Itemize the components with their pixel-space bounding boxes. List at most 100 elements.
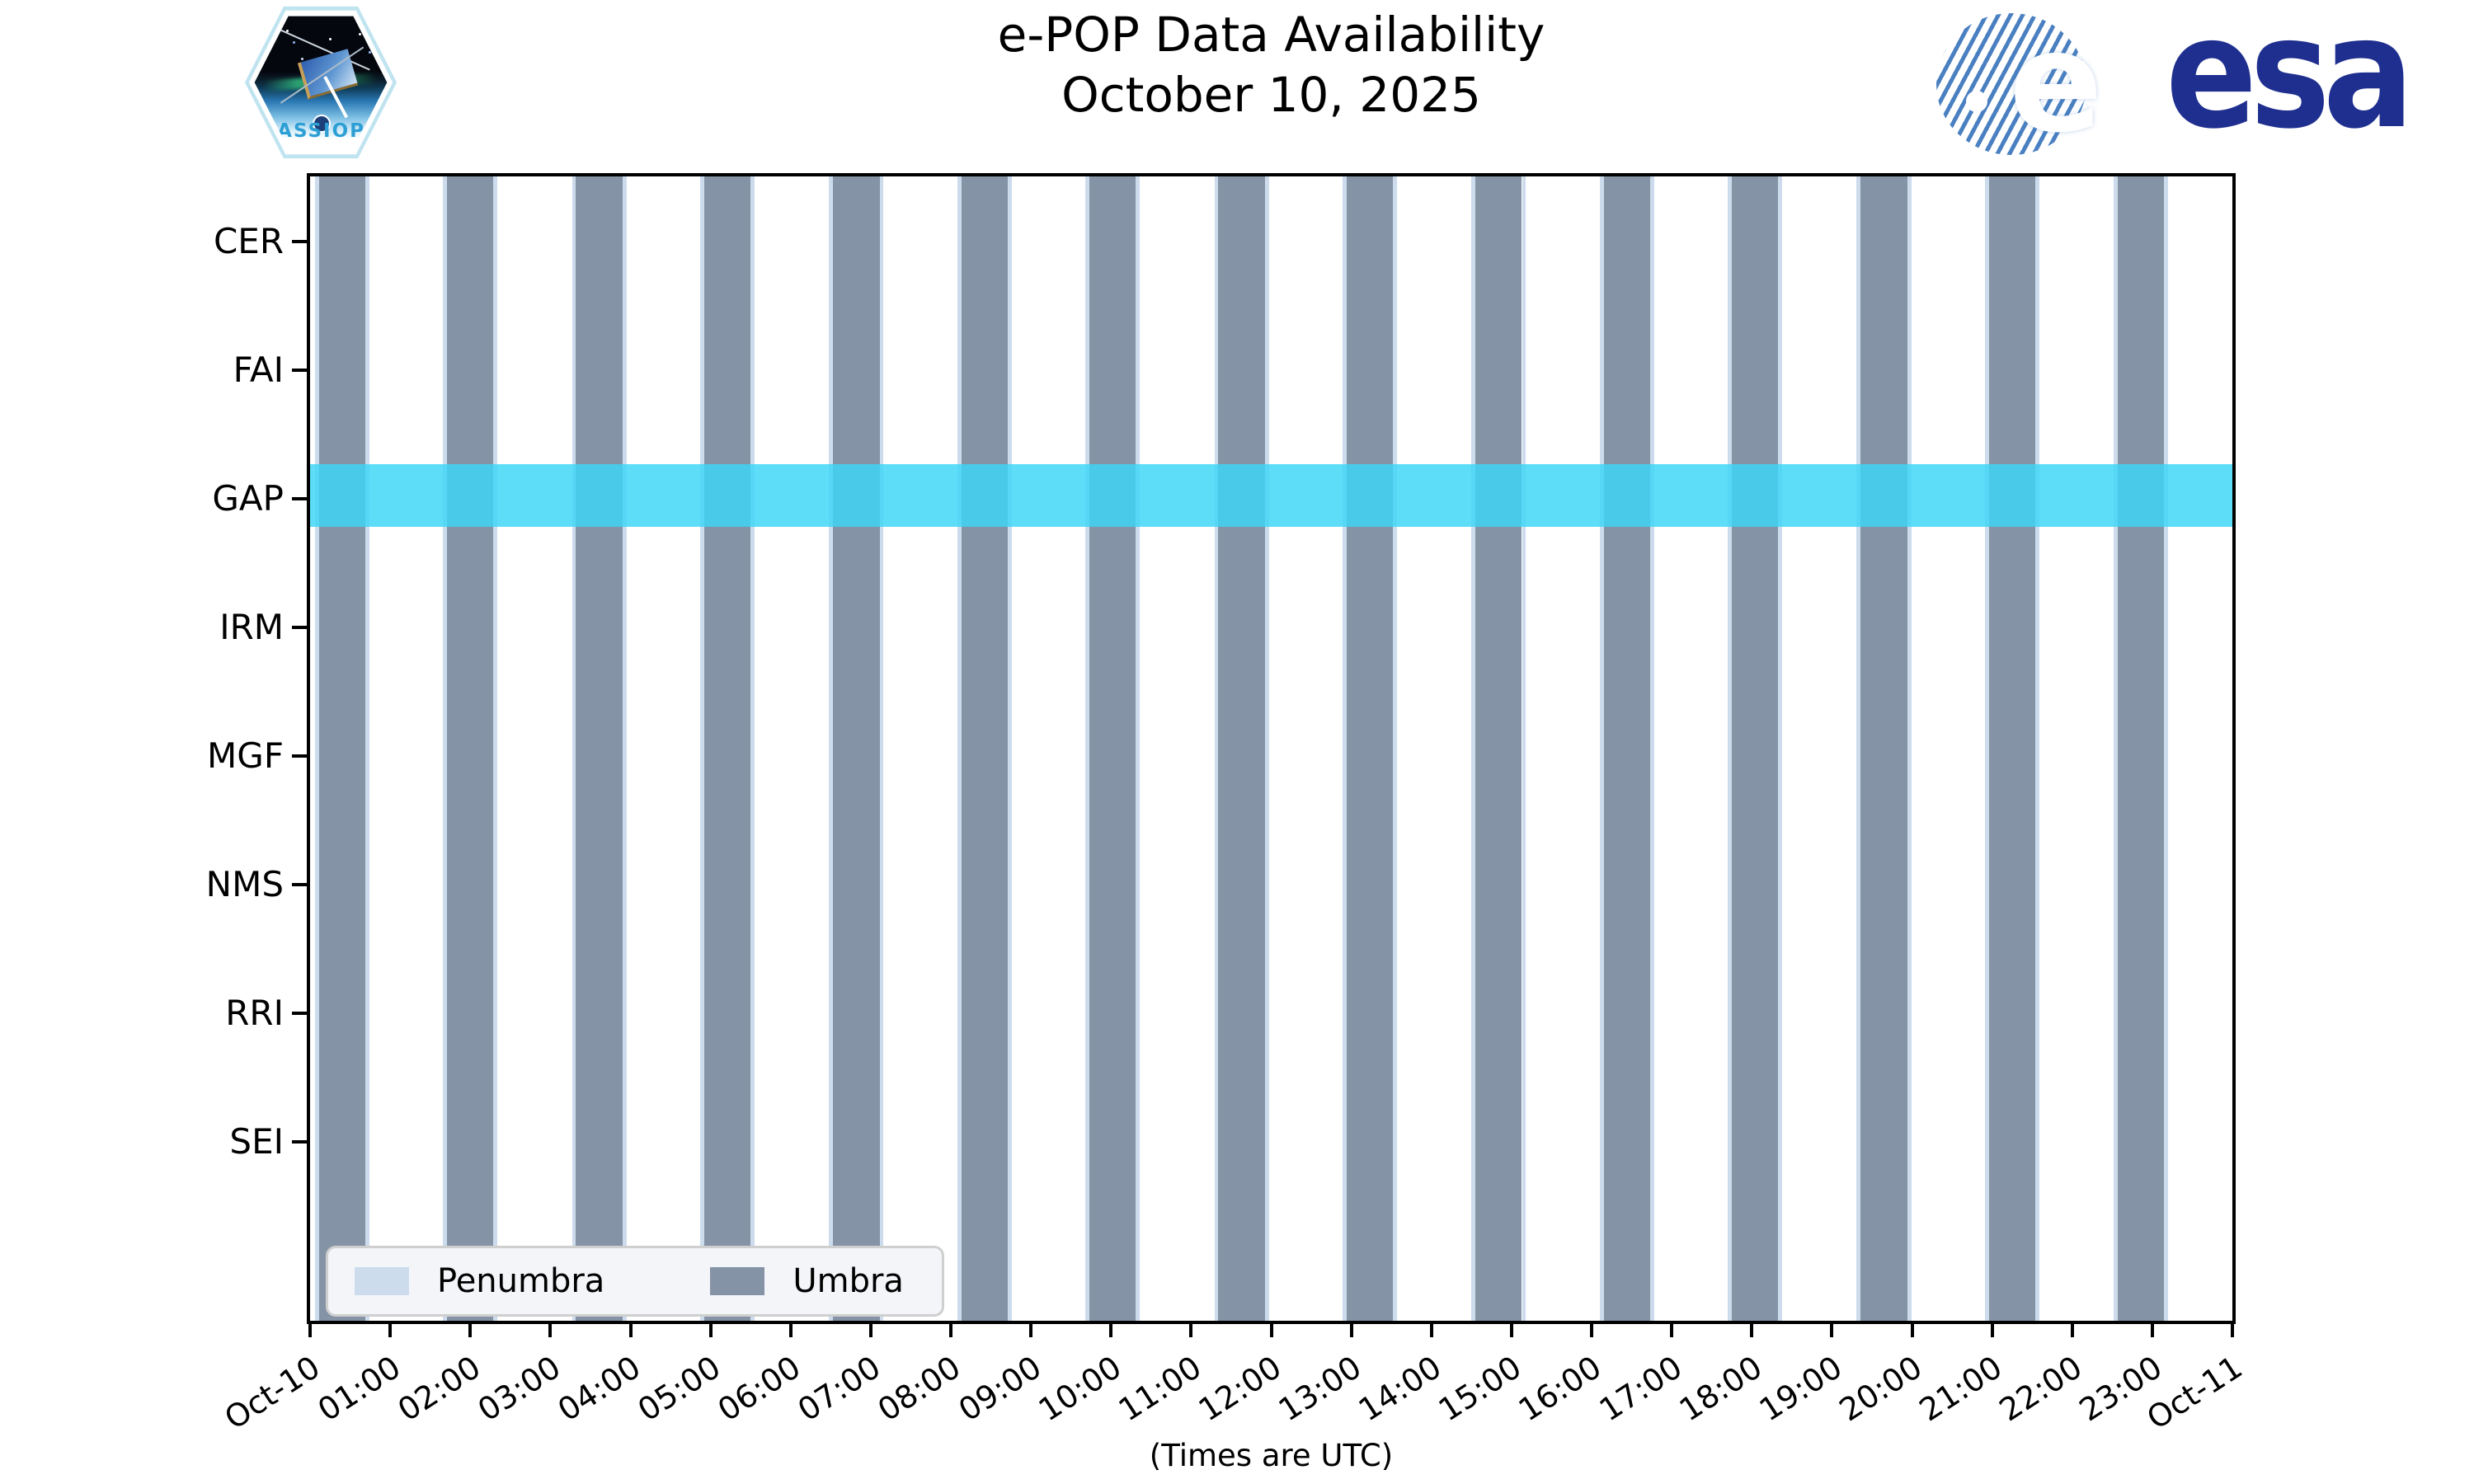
y-tick	[292, 754, 307, 758]
y-tick	[292, 240, 307, 243]
legend-entry-penumbra: Penumbra	[355, 1262, 604, 1300]
y-tick	[292, 626, 307, 629]
x-label-0200: 02:00	[391, 1349, 487, 1429]
x-label-2100: 21:00	[1912, 1349, 2009, 1429]
x-tick	[1750, 1324, 1754, 1337]
y-label-cer: CER	[213, 221, 284, 261]
umbra-bar	[447, 176, 494, 1321]
esa-globe-dot-icon	[1966, 91, 1987, 112]
x-tick	[868, 1324, 872, 1337]
umbra-bar	[318, 176, 365, 1321]
penumbra-strip	[493, 176, 498, 1321]
esa-e-glyph: e	[2009, 2, 2103, 163]
umbra-bar	[2118, 176, 2165, 1321]
umbra-bar	[1988, 176, 2036, 1321]
x-label-0400: 04:00	[551, 1349, 647, 1429]
penumbra-strip	[1907, 176, 1912, 1321]
y-tick	[292, 1012, 307, 1015]
umbra-bar	[1089, 176, 1136, 1321]
y-label-mgf: MGF	[207, 735, 284, 776]
x-label-1500: 15:00	[1432, 1349, 1528, 1429]
penumbra-strip	[443, 176, 448, 1321]
x-tick	[1830, 1324, 1834, 1337]
umbra-bar	[1346, 176, 1394, 1321]
umbra-bar	[703, 176, 751, 1321]
x-label-0100: 01:00	[311, 1349, 407, 1429]
esa-wordmark: esa	[2166, 0, 2414, 162]
x-label-oct-10: Oct-10	[218, 1349, 327, 1437]
y-label-gap: GAP	[212, 478, 284, 519]
penumbra-strip	[750, 176, 755, 1321]
penumbra-strip	[2035, 176, 2039, 1321]
y-tick	[292, 883, 307, 886]
stars-icon	[286, 30, 289, 32]
y-label-rri: RRI	[225, 993, 284, 1033]
x-tick	[1109, 1324, 1113, 1337]
x-tick	[2231, 1324, 2234, 1337]
x-tick	[548, 1324, 553, 1337]
penumbra-strip	[1778, 176, 1783, 1321]
x-label-2200: 22:00	[1992, 1349, 2089, 1429]
y-label-sei: SEI	[229, 1121, 284, 1162]
penumbra-strip	[1649, 176, 1654, 1321]
x-tick	[1990, 1324, 1994, 1337]
x-axis-caption: (Times are UTC)	[1149, 1438, 1394, 1473]
legend-label-penumbra: Penumbra	[437, 1262, 605, 1300]
x-label-0900: 09:00	[952, 1349, 1048, 1429]
cassiope-mission-patch: CASSIOPE	[243, 5, 398, 160]
umbra-bar	[833, 176, 880, 1321]
penumbra-strip	[622, 176, 627, 1321]
x-label-0800: 08:00	[872, 1349, 967, 1429]
x-label-0300: 03:00	[471, 1349, 567, 1429]
penumbra-strip	[2114, 176, 2119, 1321]
x-tick	[468, 1324, 473, 1337]
x-tick	[1429, 1324, 1433, 1337]
umbra-bar	[1475, 176, 1522, 1321]
y-tick	[292, 1140, 307, 1144]
x-label-2000: 20:00	[1832, 1349, 1929, 1429]
y-tick	[292, 497, 307, 500]
x-label-1600: 16:00	[1512, 1349, 1608, 1429]
y-label-nms: NMS	[205, 864, 284, 904]
y-label-irm: IRM	[219, 607, 284, 647]
plot-area	[307, 173, 2236, 1324]
penumbra-strip	[571, 176, 576, 1321]
esa-globe-icon	[1936, 13, 2086, 155]
legend-entry-umbra: Umbra	[710, 1262, 904, 1300]
y-label-fai: FAI	[233, 350, 284, 390]
x-label-1000: 10:00	[1032, 1349, 1128, 1429]
chart-title-line2: October 10, 2025	[1061, 66, 1481, 123]
penumbra-strip	[1085, 176, 1089, 1321]
penumbra-strip	[1984, 176, 1989, 1321]
umbra-bar	[1218, 176, 1265, 1321]
penumbra-strip	[1728, 176, 1732, 1321]
x-label-1200: 12:00	[1192, 1349, 1288, 1429]
umbra-bar	[961, 176, 1008, 1321]
penumbra-strip	[365, 176, 369, 1321]
penumbra-strip	[1007, 176, 1012, 1321]
penumbra-strip	[879, 176, 884, 1321]
legend: Penumbra Umbra	[326, 1246, 944, 1317]
legend-label-umbra: Umbra	[793, 1262, 904, 1300]
umbra-bar	[1860, 176, 1907, 1321]
x-tick	[1509, 1324, 1513, 1337]
x-tick	[628, 1324, 633, 1337]
penumbra-strip	[1471, 176, 1476, 1321]
penumbra-strip	[1393, 176, 1397, 1321]
x-label-1300: 13:00	[1272, 1349, 1368, 1429]
x-tick	[308, 1324, 312, 1337]
csa-roundel-icon	[313, 115, 332, 134]
x-label-0600: 06:00	[711, 1349, 807, 1429]
x-tick	[788, 1324, 793, 1337]
penumbra-strip	[2164, 176, 2169, 1321]
umbra-bar	[1731, 176, 1779, 1321]
x-tick	[949, 1324, 952, 1337]
penumbra-swatch-icon	[355, 1267, 409, 1295]
chart-title-line1: e-POP Data Availability	[997, 7, 1545, 63]
x-tick	[1670, 1324, 1674, 1337]
penumbra-strip	[1214, 176, 1219, 1321]
penumbra-strip	[957, 176, 962, 1321]
umbra-swatch-icon	[710, 1267, 765, 1295]
x-tick	[708, 1324, 713, 1337]
penumbra-strip	[829, 176, 834, 1321]
